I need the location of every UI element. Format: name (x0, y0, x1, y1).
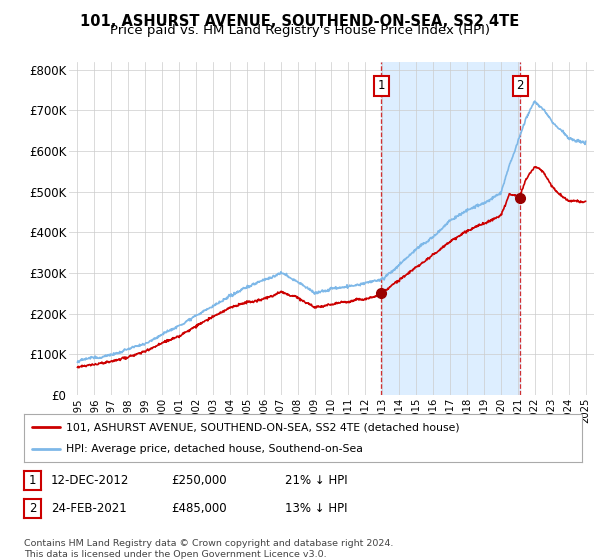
Text: £485,000: £485,000 (171, 502, 227, 515)
Text: Price paid vs. HM Land Registry's House Price Index (HPI): Price paid vs. HM Land Registry's House … (110, 24, 490, 37)
Text: HPI: Average price, detached house, Southend-on-Sea: HPI: Average price, detached house, Sout… (66, 444, 363, 454)
Text: 21% ↓ HPI: 21% ↓ HPI (285, 474, 347, 487)
Text: 101, ASHURST AVENUE, SOUTHEND-ON-SEA, SS2 4TE: 101, ASHURST AVENUE, SOUTHEND-ON-SEA, SS… (80, 14, 520, 29)
Text: 12-DEC-2012: 12-DEC-2012 (51, 474, 130, 487)
Text: 2: 2 (29, 502, 36, 515)
Text: £250,000: £250,000 (171, 474, 227, 487)
Text: Contains HM Land Registry data © Crown copyright and database right 2024.
This d: Contains HM Land Registry data © Crown c… (24, 539, 394, 559)
Text: 2: 2 (517, 80, 524, 92)
Text: 1: 1 (378, 80, 385, 92)
Text: 101, ASHURST AVENUE, SOUTHEND-ON-SEA, SS2 4TE (detached house): 101, ASHURST AVENUE, SOUTHEND-ON-SEA, SS… (66, 422, 460, 432)
Bar (382, 62, 520, 395)
Text: 13% ↓ HPI: 13% ↓ HPI (285, 502, 347, 515)
Text: 24-FEB-2021: 24-FEB-2021 (51, 502, 127, 515)
Text: 1: 1 (29, 474, 36, 487)
